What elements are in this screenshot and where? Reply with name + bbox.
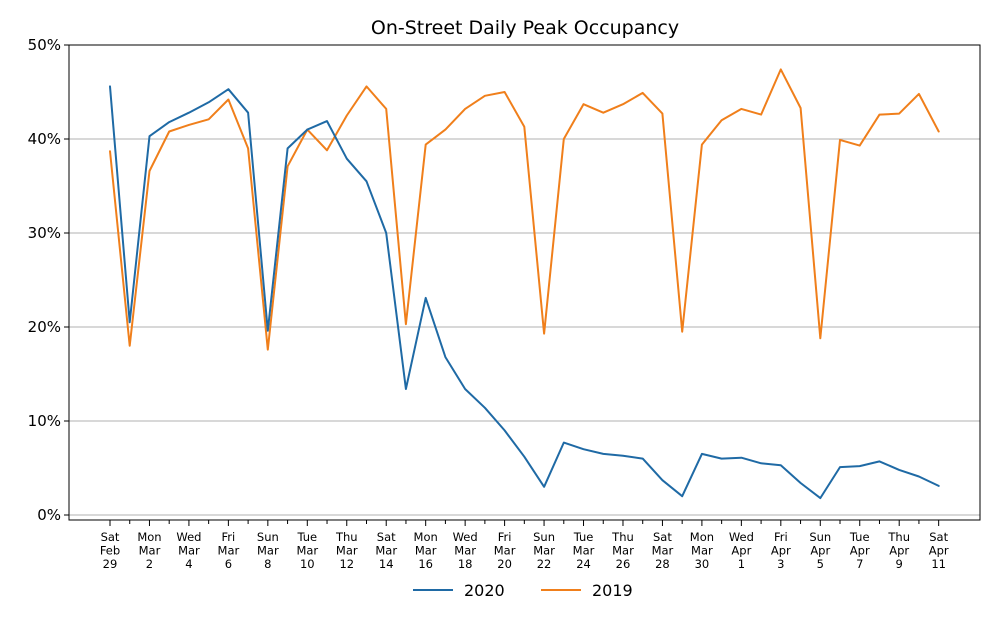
- series-line-2020: [109, 85, 940, 500]
- x-tick-label: Wed Mar 4: [176, 530, 201, 571]
- x-tick-label: Sat Mar 28: [652, 530, 674, 571]
- x-tick-label: Thu Mar 12: [335, 530, 358, 571]
- x-tick-label: Wed Mar 18: [453, 530, 478, 571]
- legend-label-2020: 2020: [464, 581, 505, 600]
- x-tick-label: Fri Mar 20: [494, 530, 516, 571]
- x-tick-label: Sun Apr 5: [809, 530, 831, 571]
- x-tick-label: Sat Mar 14: [375, 530, 397, 571]
- x-tick-label: Sun Mar 22: [533, 530, 555, 571]
- y-axis: 0% 10% 20% 30% 40% 50%: [28, 36, 69, 524]
- x-tick-label: Tue Mar 10: [296, 530, 318, 571]
- plot-frame: [68, 44, 981, 521]
- x-tick-label: Mon Mar 30: [690, 530, 714, 571]
- x-tick-label: Tue Apr 7: [849, 530, 870, 571]
- y-tick-label: 10%: [28, 412, 61, 430]
- y-tick-label: 50%: [28, 36, 61, 54]
- y-tick-label: 0%: [37, 506, 61, 524]
- x-axis: Sat Feb 29 Mon Mar 2 Wed Mar 4 Fri Mar 6 Sun Mar 8 Tue M…: [100, 520, 949, 571]
- x-tick-label: Fri Mar 6: [218, 530, 240, 571]
- x-tick-label: Mon Mar 16: [414, 530, 438, 571]
- x-tick-label: Wed Apr 1: [729, 530, 754, 571]
- x-tick-label: Sat Apr 11: [929, 530, 949, 571]
- x-tick-label: Thu Apr 9: [887, 530, 910, 571]
- x-tick-label: Tue Mar 24: [573, 530, 595, 571]
- x-tick-label: Sat Feb 29: [100, 530, 120, 571]
- x-tick-label: Thu Mar 26: [611, 530, 634, 571]
- x-tick-label: Sun Mar 8: [257, 530, 279, 571]
- x-tick-label: Fri Apr 3: [771, 530, 791, 571]
- series-line-2019: [109, 68, 940, 351]
- y-tick-label: 40%: [28, 130, 61, 148]
- y-tick-label: 30%: [28, 224, 61, 242]
- chart-title: On-Street Daily Peak Occupancy: [371, 17, 679, 39]
- y-tick-label: 20%: [28, 318, 61, 336]
- legend-label-2019: 2019: [592, 581, 633, 600]
- series-layer: [109, 68, 940, 500]
- x-tick-label: Mon Mar 2: [137, 530, 161, 571]
- legend: 2020 2019: [413, 581, 633, 600]
